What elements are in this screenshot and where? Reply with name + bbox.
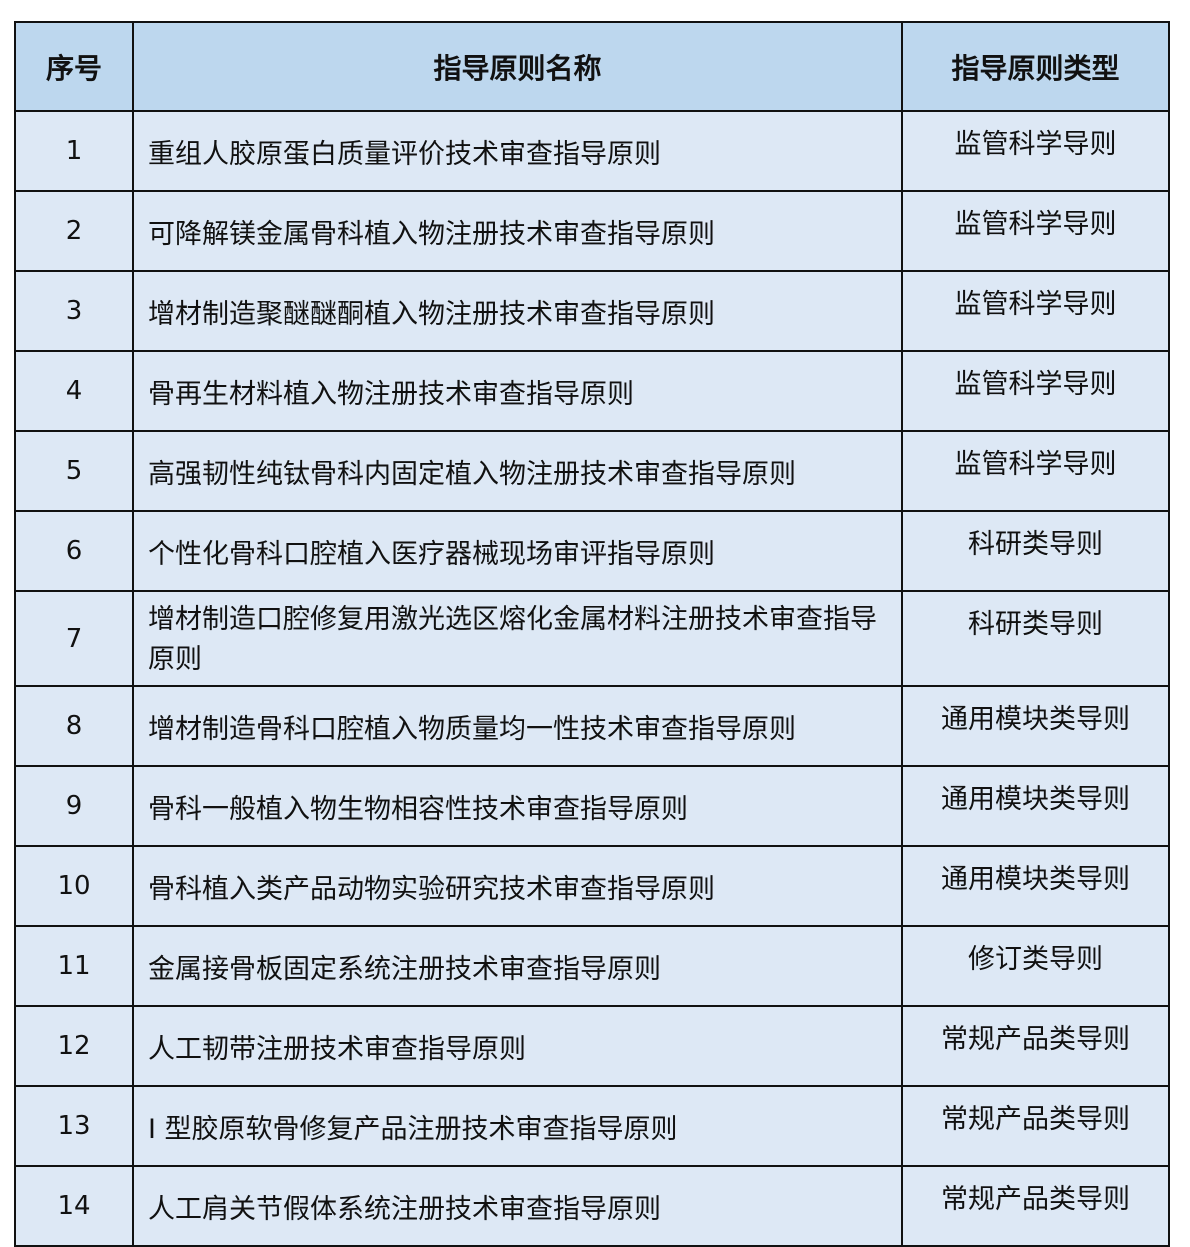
guideline-name: 金属接骨板固定系统注册技术审查指导原则 — [132, 925, 903, 1007]
guideline-type: 监管科学导则 — [901, 190, 1170, 272]
guideline-type: 科研类导则 — [901, 510, 1170, 592]
header-type: 指导原则类型 — [901, 21, 1170, 112]
table-row: 9 骨科一般植入物生物相容性技术审查指导原则 通用模块类导则 — [14, 765, 1170, 847]
row-number: 11 — [14, 925, 134, 1007]
row-number: 10 — [14, 845, 134, 927]
table-row: 12 人工韧带注册技术审查指导原则 常规产品类导则 — [14, 1005, 1170, 1087]
row-number: 14 — [14, 1165, 134, 1247]
table-row: 10 骨科植入类产品动物实验研究技术审查指导原则 通用模块类导则 — [14, 845, 1170, 927]
guideline-name: 增材制造口腔修复用激光选区熔化金属材料注册技术审查指导原则 — [132, 590, 903, 687]
row-number: 4 — [14, 350, 134, 432]
guideline-type: 通用模块类导则 — [901, 765, 1170, 847]
table-row: 3 增材制造聚醚醚酮植入物注册技术审查指导原则 监管科学导则 — [14, 270, 1170, 352]
guideline-name: 增材制造聚醚醚酮植入物注册技术审查指导原则 — [132, 270, 903, 352]
guideline-name: 人工肩关节假体系统注册技术审查指导原则 — [132, 1165, 903, 1247]
table-row: 2 可降解镁金属骨科植入物注册技术审查指导原则 监管科学导则 — [14, 190, 1170, 272]
table-row: 4 骨再生材料植入物注册技术审查指导原则 监管科学导则 — [14, 350, 1170, 432]
guideline-type: 常规产品类导则 — [901, 1165, 1170, 1247]
guideline-type: 常规产品类导则 — [901, 1005, 1170, 1087]
table-row: 14 人工肩关节假体系统注册技术审查指导原则 常规产品类导则 — [14, 1165, 1170, 1247]
table-row: 13 I 型胶原软骨修复产品注册技术审查指导原则 常规产品类导则 — [14, 1085, 1170, 1167]
table-row: 8 增材制造骨科口腔植入物质量均一性技术审查指导原则 通用模块类导则 — [14, 685, 1170, 767]
guideline-name: 可降解镁金属骨科植入物注册技术审查指导原则 — [132, 190, 903, 272]
guideline-type: 修订类导则 — [901, 925, 1170, 1007]
guideline-type: 科研类导则 — [901, 590, 1170, 687]
row-number: 8 — [14, 685, 134, 767]
guideline-name: I 型胶原软骨修复产品注册技术审查指导原则 — [132, 1085, 903, 1167]
row-number: 3 — [14, 270, 134, 352]
guideline-name: 骨科一般植入物生物相容性技术审查指导原则 — [132, 765, 903, 847]
row-number: 2 — [14, 190, 134, 272]
table-row: 5 高强韧性纯钛骨科内固定植入物注册技术审查指导原则 监管科学导则 — [14, 430, 1170, 512]
row-number: 9 — [14, 765, 134, 847]
row-number: 12 — [14, 1005, 134, 1087]
guideline-name: 骨科植入类产品动物实验研究技术审查指导原则 — [132, 845, 903, 927]
guideline-name: 高强韧性纯钛骨科内固定植入物注册技术审查指导原则 — [132, 430, 903, 512]
guideline-type: 监管科学导则 — [901, 110, 1170, 192]
table-row: 7 增材制造口腔修复用激光选区熔化金属材料注册技术审查指导原则 科研类导则 — [14, 590, 1170, 687]
guideline-type: 监管科学导则 — [901, 430, 1170, 512]
guidelines-table: 序号 指导原则名称 指导原则类型 1 重组人胶原蛋白质量评价技术审查指导原则 监管科… — [14, 21, 1170, 1247]
header-name: 指导原则名称 — [132, 21, 903, 112]
table-row: 11 金属接骨板固定系统注册技术审查指导原则 修订类导则 — [14, 925, 1170, 1007]
guideline-type: 监管科学导则 — [901, 350, 1170, 432]
guideline-name: 重组人胶原蛋白质量评价技术审查指导原则 — [132, 110, 903, 192]
row-number: 6 — [14, 510, 134, 592]
table-row: 1 重组人胶原蛋白质量评价技术审查指导原则 监管科学导则 — [14, 110, 1170, 192]
row-number: 5 — [14, 430, 134, 512]
header-row: 序号 指导原则名称 指导原则类型 — [14, 21, 1170, 112]
guideline-type: 通用模块类导则 — [901, 845, 1170, 927]
guideline-type: 监管科学导则 — [901, 270, 1170, 352]
guideline-name: 骨再生材料植入物注册技术审查指导原则 — [132, 350, 903, 432]
guideline-type: 通用模块类导则 — [901, 685, 1170, 767]
row-number: 1 — [14, 110, 134, 192]
table-row: 6 个性化骨科口腔植入医疗器械现场审评指导原则 科研类导则 — [14, 510, 1170, 592]
guideline-type: 常规产品类导则 — [901, 1085, 1170, 1167]
guideline-name: 人工韧带注册技术审查指导原则 — [132, 1005, 903, 1087]
guideline-name: 增材制造骨科口腔植入物质量均一性技术审查指导原则 — [132, 685, 903, 767]
guideline-name: 个性化骨科口腔植入医疗器械现场审评指导原则 — [132, 510, 903, 592]
row-number: 13 — [14, 1085, 134, 1167]
row-number: 7 — [14, 590, 134, 687]
header-number: 序号 — [14, 21, 134, 112]
